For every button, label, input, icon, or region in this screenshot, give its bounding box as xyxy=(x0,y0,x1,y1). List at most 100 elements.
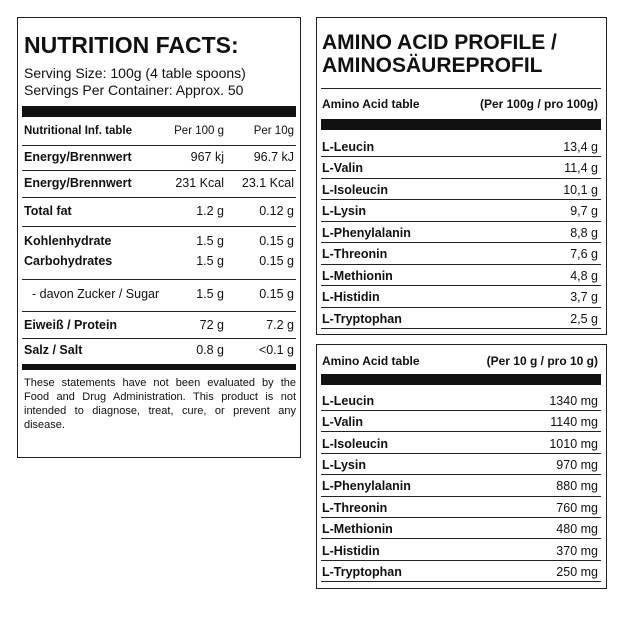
nutrition-cell: 0.12 g xyxy=(259,203,294,218)
nutrition-cell: 1.2 g xyxy=(196,203,224,218)
row-rule xyxy=(321,431,601,433)
divider-bar xyxy=(22,106,296,117)
row-rule xyxy=(321,88,601,89)
row-rule xyxy=(22,170,296,171)
amino-name: L-Phenylalanin xyxy=(322,479,411,494)
nutrition-cell: 96.7 kJ xyxy=(253,149,294,164)
amino-value: 250 mg xyxy=(556,564,598,579)
row-rule xyxy=(321,410,601,411)
row-rule xyxy=(321,285,601,286)
nutrition-cell: Eiweiß / Protein xyxy=(24,317,118,332)
nutrition-cell: Salz / Salt xyxy=(24,342,83,357)
amino-header: (Per 100g / pro 100g) xyxy=(479,97,598,111)
row-rule xyxy=(321,452,601,454)
nutrition-cell: 23.1 Kcal xyxy=(241,175,294,190)
amino-name: L-Leucin xyxy=(322,139,375,154)
row-rule xyxy=(22,197,296,198)
nutrition-cell: Energy/Brennwert xyxy=(24,175,132,190)
amino-value: 760 mg xyxy=(556,500,598,515)
servings: Servings Per Container: Approx. 50 xyxy=(24,82,244,98)
amino-value: 3,7 g xyxy=(570,290,598,305)
row-rule xyxy=(321,328,601,329)
amino-value: 2,5 g xyxy=(570,311,598,326)
amino-value: 10,1 g xyxy=(563,182,598,197)
nutrition-cell: <0.1 g xyxy=(258,342,294,357)
nutrition-cell: 1.5 g xyxy=(196,233,224,248)
nutrition-cell: 231 Kcal xyxy=(175,175,224,190)
amino-name: L-Leucin xyxy=(322,393,375,408)
amino-value: 1010 mg xyxy=(549,436,598,451)
nutrition-box xyxy=(17,17,301,458)
row-rule xyxy=(321,220,601,222)
row-rule xyxy=(22,226,296,227)
amino-name: L-Methionin xyxy=(322,522,393,537)
nutrition-cell: 0.15 g xyxy=(259,233,294,248)
amino-name: L-Lysin xyxy=(322,204,366,219)
row-rule xyxy=(22,145,296,146)
nutrition-cell: Kohlenhydrate xyxy=(24,233,112,248)
amino-name: L-Histidin xyxy=(322,543,380,558)
amino-title: AMINOSÄUREPROFIL xyxy=(322,53,543,77)
amino-value: 11,4 g xyxy=(564,161,598,176)
amino-name: L-Isoleucin xyxy=(322,182,388,197)
row-rule xyxy=(22,311,296,312)
nutrition-title: NUTRITION FACTS: xyxy=(24,31,239,58)
amino-value: 1140 mg xyxy=(550,415,598,430)
amino-value: 7,6 g xyxy=(570,247,598,262)
amino-name: L-Phenylalanin xyxy=(322,225,411,240)
amino-value: 13,4 g xyxy=(563,139,598,154)
amino-name: L-Lysin xyxy=(322,457,366,472)
nutrition-cell: 1.5 g xyxy=(196,286,224,301)
row-rule xyxy=(321,538,601,540)
nutrition-cell: 967 kj xyxy=(190,149,224,164)
table-header: Per 10g xyxy=(253,125,294,138)
amino-name: L-Histidin xyxy=(322,290,380,305)
amino-value: 370 mg xyxy=(556,543,598,558)
row-rule xyxy=(321,263,601,265)
amino-name: L-Isoleucin xyxy=(322,436,388,451)
nutrition-cell: Carbohydrates xyxy=(24,253,113,268)
table-header: Nutritional Inf. table xyxy=(24,125,132,138)
nutrition-cell: - davon Zucker / Sugar xyxy=(32,286,160,301)
row-rule xyxy=(321,156,601,157)
row-rule xyxy=(321,199,601,200)
nutrition-cell: 0.15 g xyxy=(259,286,294,301)
amino-header: Amino Acid table xyxy=(322,97,420,111)
nutrition-cell: 72 g xyxy=(199,317,224,332)
amino-name: L-Tryptophan xyxy=(322,311,402,326)
nutrition-cell: Total fat xyxy=(24,203,72,218)
amino-header: Amino Acid table xyxy=(322,354,420,368)
amino-value: 8,8 g xyxy=(570,225,598,240)
nutrition-cell: 1.5 g xyxy=(196,253,224,268)
divider-bar xyxy=(22,364,296,370)
nutrition-cell: 0.15 g xyxy=(259,253,294,268)
row-rule xyxy=(321,559,601,561)
amino-name: L-Threonin xyxy=(322,247,388,262)
disclaimer: These statements have not been evaluated… xyxy=(24,377,296,431)
row-rule xyxy=(22,338,296,339)
row-rule xyxy=(321,242,601,243)
row-rule xyxy=(321,474,601,476)
amino-value: 9,7 g xyxy=(570,204,598,219)
amino-box-2 xyxy=(316,344,607,589)
row-rule xyxy=(321,581,601,583)
row-rule xyxy=(321,517,601,518)
nutrition-cell: Energy/Brennwert xyxy=(24,149,132,164)
amino-box-1 xyxy=(316,17,607,335)
amino-name: L-Valin xyxy=(322,161,363,176)
amino-value: 4,8 g xyxy=(570,268,598,283)
divider-bar xyxy=(321,119,601,130)
amino-name: L-Threonin xyxy=(322,500,388,515)
table-header: Per 100 g xyxy=(174,125,224,138)
amino-value: 1340 mg xyxy=(549,393,598,408)
amino-value: 480 mg xyxy=(556,522,598,537)
amino-name: L-Valin xyxy=(322,415,363,430)
row-rule xyxy=(321,306,601,308)
amino-title: AMINO ACID PROFILE / xyxy=(322,30,557,54)
nutrition-cell: 0.8 g xyxy=(196,342,224,357)
amino-value: 970 mg xyxy=(556,457,598,472)
row-rule xyxy=(321,495,601,497)
serving-size: Serving Size: 100g (4 table spoons) xyxy=(24,65,246,81)
row-rule xyxy=(321,177,601,179)
